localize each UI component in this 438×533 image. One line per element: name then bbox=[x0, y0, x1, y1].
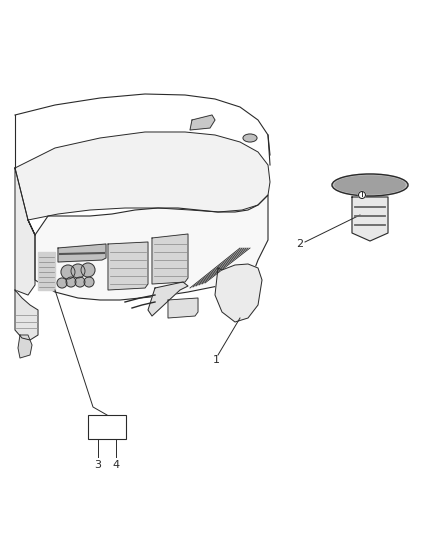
Bar bbox=[88, 415, 126, 439]
Polygon shape bbox=[168, 298, 198, 318]
Polygon shape bbox=[190, 115, 215, 130]
Circle shape bbox=[75, 277, 85, 287]
Ellipse shape bbox=[243, 134, 257, 142]
Polygon shape bbox=[15, 290, 38, 340]
Polygon shape bbox=[58, 244, 106, 262]
Text: 2: 2 bbox=[297, 239, 304, 249]
Polygon shape bbox=[18, 335, 32, 358]
Polygon shape bbox=[38, 252, 55, 290]
Circle shape bbox=[57, 278, 67, 288]
Polygon shape bbox=[108, 242, 148, 290]
Text: 1: 1 bbox=[212, 355, 219, 365]
Polygon shape bbox=[215, 264, 262, 322]
Polygon shape bbox=[15, 132, 270, 220]
Polygon shape bbox=[352, 197, 388, 241]
Circle shape bbox=[71, 264, 85, 278]
Circle shape bbox=[358, 191, 365, 198]
Polygon shape bbox=[28, 195, 268, 300]
Circle shape bbox=[61, 265, 75, 279]
Polygon shape bbox=[15, 168, 35, 295]
Ellipse shape bbox=[335, 176, 405, 194]
Polygon shape bbox=[148, 282, 188, 316]
Circle shape bbox=[66, 277, 76, 287]
Text: 4: 4 bbox=[113, 460, 120, 470]
Circle shape bbox=[81, 263, 95, 277]
Polygon shape bbox=[152, 234, 188, 284]
Text: 3: 3 bbox=[95, 460, 102, 470]
Circle shape bbox=[84, 277, 94, 287]
Ellipse shape bbox=[332, 174, 408, 196]
